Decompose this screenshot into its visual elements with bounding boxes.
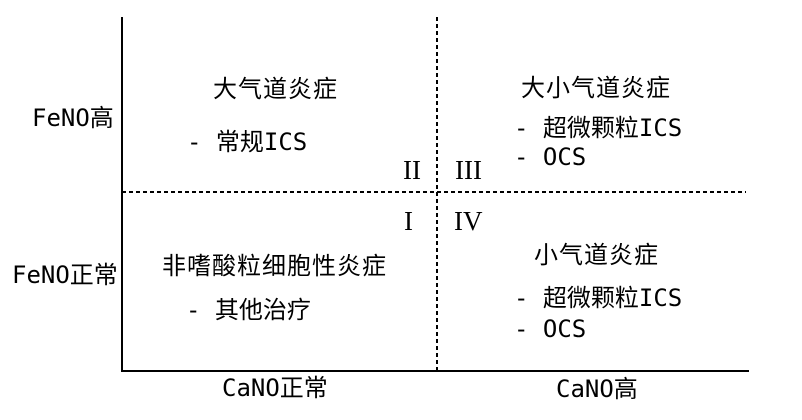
quadrant-top-left-bullet: - 常规ICS [187,128,308,156]
x-axis-label-cano-high: CaNO高 [556,375,638,403]
quadrant-numeral-ii: II [403,155,421,185]
quadrant-top-right-title: 大小气道炎症 [521,74,671,102]
y-axis-line [121,17,123,371]
quadrant-top-left-title: 大气道炎症 [213,75,338,103]
y-axis-label-feno-high: FeNO高 [32,104,114,132]
quadrant-bottom-left-title: 非嗜酸粒细胞性炎症 [162,252,387,280]
quadrant-top-right-bullet-2: - OCS [514,143,587,171]
x-axis-label-cano-normal: CaNO正常 [222,374,328,402]
quadrant-numeral-i: I [404,206,413,236]
x-axis-line [121,370,749,372]
quadrant-top-right-bullet-1: - 超微颗粒ICS [514,114,683,142]
quadrant-numeral-iv: IV [454,206,483,236]
horizontal-divider-dashed-line [122,191,746,193]
quadrant-numeral-iii: III [455,155,482,185]
quadrant-bottom-right-bullet-1: - 超微颗粒ICS [514,284,683,312]
vertical-divider-dashed-line [436,17,438,370]
quadrant-bottom-left-bullet: - 其他治疗 [186,296,311,324]
quadrant-bottom-right-bullet-2: - OCS [514,315,587,343]
quadrant-bottom-right-title: 小气道炎症 [534,241,659,269]
y-axis-label-feno-normal: FeNO正常 [12,261,118,289]
